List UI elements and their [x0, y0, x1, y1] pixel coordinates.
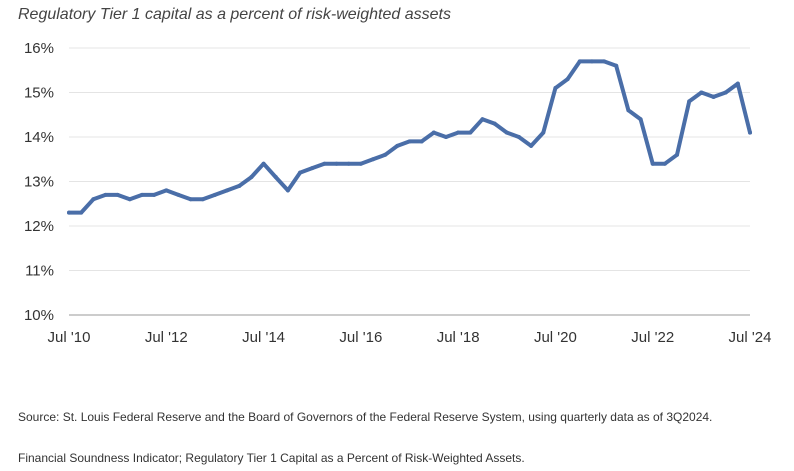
data-point [626, 108, 631, 113]
data-point [285, 188, 290, 193]
data-point [237, 183, 242, 188]
x-axis-ticks: Jul '10 Jul '12 Jul '14 Jul '16 Jul '18 Jul '… [48, 329, 772, 346]
data-point [273, 175, 278, 180]
y-axis-ticks: 10% 11% 12% 13% 14% 15% 16% [24, 40, 54, 324]
data-point [152, 192, 157, 197]
data-point [553, 86, 558, 91]
x-tick-label: Jul '24 [729, 329, 772, 346]
data-point [371, 157, 376, 162]
x-tick-label: Jul '12 [145, 329, 188, 346]
data-point [480, 117, 485, 122]
data-point [675, 152, 680, 157]
data-point [650, 161, 655, 166]
data-point [103, 192, 108, 197]
line-chart: 10%11%12%13%14%15%16% Jul '10 Jul '12 Jul … [24, 40, 772, 346]
data-point [298, 170, 303, 175]
data-point [310, 166, 315, 171]
data-point [431, 130, 436, 135]
data-point [383, 152, 388, 157]
data-point [529, 143, 534, 148]
data-point [638, 117, 643, 122]
data-point [443, 135, 448, 139]
y-tick-label: 14% [24, 129, 54, 146]
data-point [565, 77, 570, 82]
x-tick-label: Jul '20 [534, 329, 577, 346]
data-point [322, 161, 327, 166]
data-point [225, 188, 230, 193]
data-point [139, 192, 144, 197]
data-point [200, 197, 205, 202]
data-point [504, 130, 509, 135]
data-point [212, 192, 217, 197]
data-point [419, 139, 424, 144]
y-tick-label: 11% [25, 263, 54, 280]
data-point [723, 90, 728, 95]
data-point [614, 63, 619, 68]
data-point [67, 210, 71, 215]
data-point [748, 130, 752, 135]
y-tick-label: 10% [24, 307, 54, 324]
x-tick-label: Jul '10 [48, 329, 91, 346]
data-point [91, 197, 96, 202]
data-point [358, 161, 363, 166]
data-point [346, 161, 351, 166]
data-point [735, 81, 740, 86]
data-point [176, 192, 181, 197]
x-tick-label: Jul '16 [339, 329, 382, 346]
data-point [492, 121, 497, 126]
data-point [127, 197, 132, 202]
y-tick-label: 13% [24, 174, 54, 191]
data-point [164, 188, 169, 193]
x-tick-label: Jul '22 [631, 329, 674, 346]
y-tick-label: 16% [24, 40, 54, 57]
data-point [188, 197, 193, 202]
data-point [577, 59, 582, 64]
x-tick-label: Jul '18 [437, 329, 480, 346]
data-point [516, 135, 521, 139]
data-point [589, 59, 594, 64]
data-point [699, 90, 704, 95]
data-point [662, 161, 667, 166]
y-tick-label: 12% [24, 218, 54, 235]
data-point [249, 175, 254, 180]
data-point [407, 139, 412, 144]
data-point [115, 192, 120, 197]
data-point [395, 143, 400, 148]
data-point [468, 130, 473, 135]
data-point [334, 161, 339, 166]
source-note: Source: St. Louis Federal Reserve and th… [18, 410, 713, 424]
chart-title: Regulatory Tier 1 capital as a percent o… [18, 6, 451, 23]
data-point [711, 94, 716, 99]
data-points [67, 59, 752, 215]
data-point [261, 161, 266, 166]
data-point [602, 59, 607, 64]
x-tick-label: Jul '14 [242, 329, 285, 346]
data-point [456, 130, 461, 135]
data-point [687, 99, 692, 104]
y-tick-label: 15% [24, 85, 54, 102]
data-point [79, 210, 84, 215]
data-point [541, 130, 546, 135]
gridlines [69, 47, 750, 316]
indicator-note: Financial Soundness Indicator; Regulator… [18, 451, 525, 465]
